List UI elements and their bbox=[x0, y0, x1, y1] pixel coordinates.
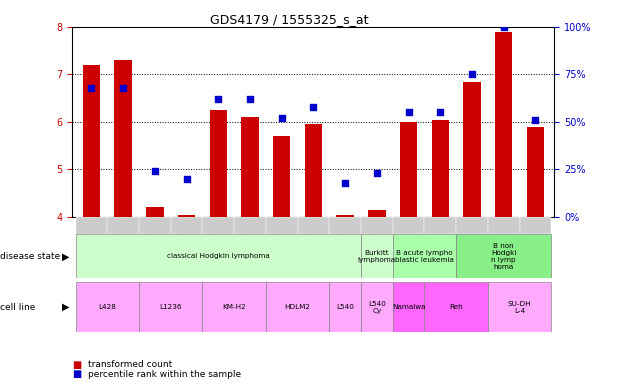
Bar bbox=[139, 217, 171, 234]
Point bbox=[214, 96, 224, 102]
Title: GDS4179 / 1555325_s_at: GDS4179 / 1555325_s_at bbox=[210, 13, 369, 26]
Bar bbox=[392, 217, 425, 234]
Bar bbox=[392, 27, 425, 217]
Bar bbox=[520, 27, 551, 217]
Bar bbox=[329, 27, 361, 217]
Point bbox=[245, 96, 255, 102]
Point bbox=[435, 109, 445, 116]
Bar bbox=[202, 217, 234, 234]
Bar bbox=[361, 27, 392, 217]
Bar bbox=[146, 207, 164, 217]
Text: ▶: ▶ bbox=[62, 302, 69, 312]
Bar bbox=[178, 215, 195, 217]
Text: ■: ■ bbox=[72, 369, 82, 379]
Text: Namalwa: Namalwa bbox=[392, 304, 425, 310]
Bar bbox=[392, 234, 456, 278]
Bar bbox=[305, 124, 322, 217]
Bar bbox=[210, 110, 227, 217]
Bar bbox=[107, 27, 139, 217]
Bar bbox=[171, 217, 202, 234]
Text: disease state: disease state bbox=[0, 252, 60, 261]
Text: SU-DH
L-4: SU-DH L-4 bbox=[508, 301, 531, 314]
Point bbox=[340, 180, 350, 186]
Bar bbox=[107, 217, 139, 234]
Bar bbox=[76, 234, 361, 278]
Bar bbox=[76, 282, 139, 332]
Point bbox=[150, 168, 160, 174]
Bar bbox=[297, 217, 329, 234]
Text: classical Hodgkin lymphoma: classical Hodgkin lymphoma bbox=[167, 253, 270, 259]
Text: L540: L540 bbox=[336, 304, 354, 310]
Text: B non
Hodgki
n lymp
homa: B non Hodgki n lymp homa bbox=[491, 243, 517, 270]
Text: cell line: cell line bbox=[0, 303, 35, 312]
Bar bbox=[139, 27, 171, 217]
Text: Burkitt
lymphoma: Burkitt lymphoma bbox=[358, 250, 396, 263]
Bar bbox=[329, 282, 361, 332]
Bar bbox=[456, 27, 488, 217]
Bar bbox=[202, 282, 266, 332]
Bar bbox=[241, 117, 259, 217]
Point bbox=[372, 170, 382, 176]
Point bbox=[118, 84, 129, 91]
Text: L1236: L1236 bbox=[159, 304, 182, 310]
Bar bbox=[336, 215, 354, 217]
Bar bbox=[361, 282, 392, 332]
Bar bbox=[139, 282, 202, 332]
Bar bbox=[456, 217, 488, 234]
Text: HDLM2: HDLM2 bbox=[285, 304, 311, 310]
Bar bbox=[361, 234, 392, 278]
Bar bbox=[400, 122, 417, 217]
Bar bbox=[273, 136, 290, 217]
Bar bbox=[266, 27, 297, 217]
Text: L540
Cy: L540 Cy bbox=[368, 301, 386, 314]
Bar bbox=[488, 282, 551, 332]
Bar bbox=[171, 27, 202, 217]
Bar bbox=[425, 217, 456, 234]
Bar bbox=[361, 217, 392, 234]
Text: B acute lympho
blastic leukemia: B acute lympho blastic leukemia bbox=[395, 250, 454, 263]
Point bbox=[308, 104, 318, 110]
Text: ▶: ▶ bbox=[62, 251, 69, 262]
Point bbox=[86, 84, 96, 91]
Bar bbox=[297, 27, 329, 217]
Text: Reh: Reh bbox=[449, 304, 463, 310]
Bar bbox=[234, 217, 266, 234]
Text: transformed count: transformed count bbox=[88, 360, 173, 369]
Bar bbox=[527, 127, 544, 217]
Bar bbox=[520, 217, 551, 234]
Bar bbox=[425, 282, 488, 332]
Bar bbox=[432, 119, 449, 217]
Point bbox=[467, 71, 477, 78]
Text: KM-H2: KM-H2 bbox=[222, 304, 246, 310]
Text: ■: ■ bbox=[72, 360, 82, 370]
Bar bbox=[234, 27, 266, 217]
Bar bbox=[202, 27, 234, 217]
Bar bbox=[488, 27, 520, 217]
Bar bbox=[495, 31, 512, 217]
Text: percentile rank within the sample: percentile rank within the sample bbox=[88, 370, 241, 379]
Bar bbox=[83, 65, 100, 217]
Bar bbox=[488, 217, 520, 234]
Bar bbox=[425, 27, 456, 217]
Point bbox=[181, 176, 192, 182]
Bar bbox=[456, 234, 551, 278]
Point bbox=[498, 24, 508, 30]
Bar bbox=[463, 81, 481, 217]
Point bbox=[530, 117, 541, 123]
Bar bbox=[368, 210, 386, 217]
Bar bbox=[76, 27, 107, 217]
Point bbox=[403, 109, 413, 116]
Bar bbox=[392, 282, 425, 332]
Bar bbox=[329, 217, 361, 234]
Bar bbox=[115, 60, 132, 217]
Bar bbox=[266, 282, 329, 332]
Text: L428: L428 bbox=[98, 304, 117, 310]
Bar bbox=[266, 217, 297, 234]
Bar bbox=[76, 217, 107, 234]
Point bbox=[277, 115, 287, 121]
